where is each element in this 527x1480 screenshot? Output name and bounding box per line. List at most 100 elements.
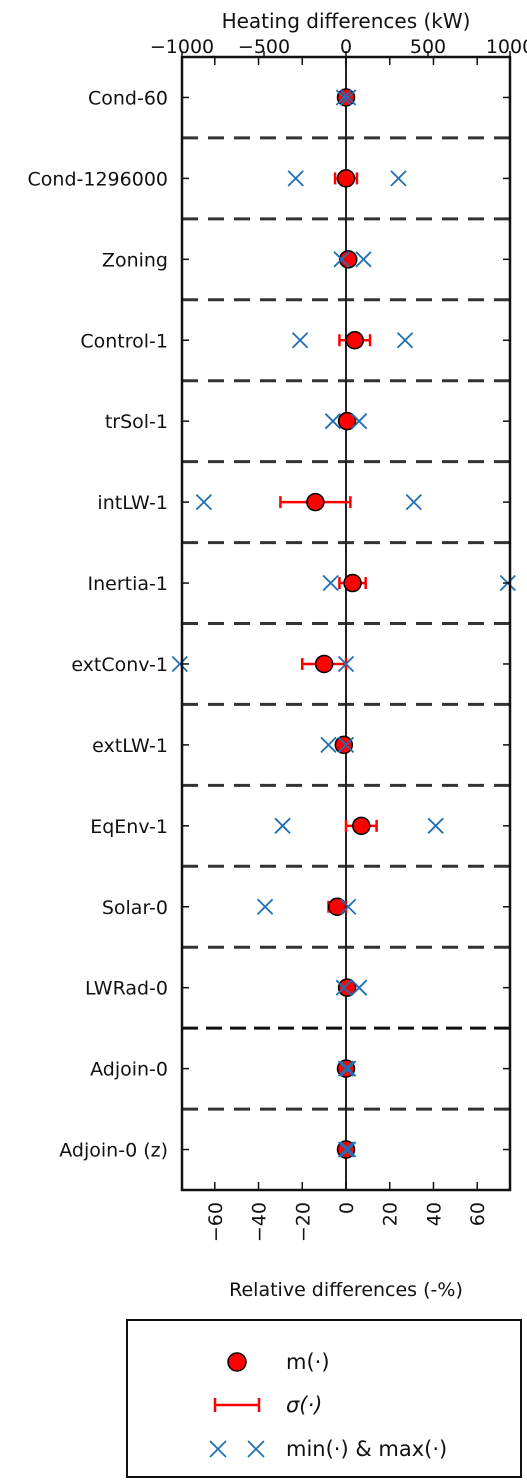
cross-stroke <box>350 413 368 430</box>
x2-tick-label: 500 <box>410 36 446 58</box>
min-point <box>195 493 213 511</box>
legend-minmax-label: min(·) & max(·) <box>286 1437 447 1461</box>
legend-box <box>126 1319 522 1478</box>
max-point <box>355 251 372 268</box>
min-point <box>335 979 352 996</box>
min-point <box>333 251 350 268</box>
max-point <box>340 898 357 915</box>
x2-tick-label: −500 <box>238 36 290 58</box>
category-label: Cond-1296000 <box>28 168 168 190</box>
mean-point <box>337 978 357 997</box>
plot-area <box>171 57 516 1190</box>
cross-stroke <box>171 655 188 673</box>
cross-stroke <box>291 332 309 349</box>
cross-stroke <box>337 1060 355 1077</box>
cross-stroke <box>396 332 414 349</box>
category-label: Adjoin-0 (z) <box>59 1140 168 1162</box>
category-label: Adjoin-0 <box>90 1059 168 1081</box>
x-tick-label: 40 <box>423 1202 445 1226</box>
min-point <box>171 655 188 673</box>
max-point <box>340 1060 357 1077</box>
mean-point <box>336 169 356 188</box>
category-label: intLW-1 <box>97 492 168 514</box>
cross-stroke <box>335 89 352 106</box>
legend: m(·) σ(·) min(·) & max(·) <box>126 1319 522 1478</box>
top-axis-label: Heating differences (kW) <box>222 9 471 33</box>
category-label: extConv-1 <box>71 654 168 676</box>
mean-point <box>343 573 362 593</box>
cross-stroke <box>337 655 355 673</box>
legend-mean-marker <box>227 1352 247 1372</box>
cross-stroke <box>256 898 274 915</box>
category-label: Solar-0 <box>102 897 168 919</box>
min-point <box>322 574 339 592</box>
mean-point <box>352 816 371 836</box>
min-point <box>337 1060 355 1077</box>
cross-stroke <box>324 413 342 430</box>
mean-point <box>345 331 364 350</box>
cross-stroke <box>287 170 304 187</box>
cross-stroke <box>390 170 407 187</box>
x-tick-label: −20 <box>292 1202 314 1242</box>
category-label: Zoning <box>102 249 168 271</box>
cross-stroke <box>337 1141 355 1158</box>
cross-stroke <box>247 1440 265 1458</box>
category-label: Inertia-1 <box>88 573 168 595</box>
cross-stroke <box>274 817 291 834</box>
mean-point <box>314 654 334 674</box>
max-point <box>350 413 368 430</box>
cross-stroke <box>335 979 352 996</box>
mean-point <box>338 250 358 269</box>
max-point <box>337 736 355 754</box>
x-tick-label: 0 <box>336 1202 358 1214</box>
max-point <box>427 817 444 834</box>
category-label: EqEnv-1 <box>90 816 168 838</box>
min-point <box>335 89 352 106</box>
max-point <box>396 332 414 349</box>
mean-point <box>336 88 356 107</box>
cross-stroke <box>320 736 337 754</box>
x-tick-label: 60 <box>467 1202 489 1226</box>
max-point <box>390 170 407 187</box>
x2-tick-label: −1000 <box>150 36 214 58</box>
legend-minmax-marker <box>209 1440 227 1458</box>
min-point <box>287 170 304 187</box>
category-label: trSol-1 <box>105 411 168 433</box>
cross-stroke <box>340 1060 357 1077</box>
max-point <box>350 979 368 996</box>
min-point <box>324 413 342 430</box>
max-point <box>337 655 355 673</box>
x-tick-label: 20 <box>380 1202 402 1226</box>
min-point <box>256 898 274 915</box>
cross-stroke <box>322 574 339 592</box>
cross-stroke <box>340 89 357 106</box>
cross-stroke <box>340 1141 357 1158</box>
cross-stroke <box>337 736 355 754</box>
legend-mean-label: m(·) <box>286 1350 330 1374</box>
cross-stroke <box>333 251 350 268</box>
bottom-axis-label: Relative differences (-%) <box>229 1279 463 1301</box>
min-point <box>320 736 337 754</box>
category-label: Cond-60 <box>88 87 168 109</box>
category-label: Control-1 <box>80 330 168 352</box>
min-point <box>274 817 291 834</box>
cross-stroke <box>427 817 444 834</box>
cross-stroke <box>195 493 213 511</box>
min-point <box>291 332 309 349</box>
mean-point <box>334 735 354 755</box>
mean-point <box>328 897 347 916</box>
x-tick-label: −40 <box>249 1202 271 1242</box>
axes: Cond-60 Cond-1296000 Zoning Control-1 trSol-… <box>28 36 527 1242</box>
min-point <box>337 1141 355 1158</box>
cross-stroke <box>350 979 368 996</box>
x-tick-label: −60 <box>205 1202 227 1242</box>
x2-tick-label: 1000 <box>486 36 527 58</box>
category-label: LWRad-0 <box>85 978 168 1000</box>
cross-stroke <box>340 898 357 915</box>
cross-stroke <box>405 493 422 511</box>
cross-stroke <box>355 251 372 268</box>
mean-point <box>306 492 325 512</box>
x2-tick-label: 0 <box>340 36 352 58</box>
max-point <box>340 89 357 106</box>
